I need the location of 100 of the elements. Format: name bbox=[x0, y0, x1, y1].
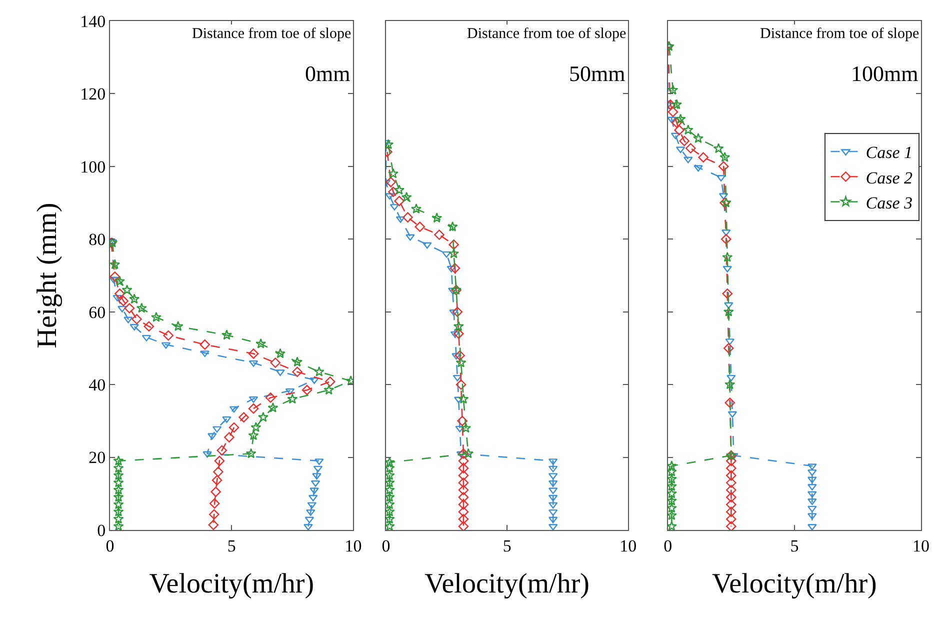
point bbox=[720, 234, 732, 244]
point bbox=[458, 456, 469, 466]
point bbox=[386, 193, 394, 200]
point bbox=[113, 484, 124, 495]
point bbox=[410, 203, 422, 214]
x-tick-label: 5 bbox=[502, 536, 512, 556]
point bbox=[208, 520, 219, 530]
x-tick-label: 5 bbox=[790, 536, 799, 556]
point bbox=[548, 516, 558, 524]
point bbox=[202, 451, 212, 458]
point bbox=[386, 462, 395, 473]
point bbox=[313, 466, 323, 472]
y-tick-label: 20 bbox=[88, 448, 106, 468]
point bbox=[250, 422, 262, 432]
point bbox=[726, 478, 736, 488]
point bbox=[458, 499, 469, 510]
point bbox=[163, 330, 174, 341]
point bbox=[686, 143, 696, 154]
y-tick-label: 0 bbox=[97, 520, 106, 540]
point bbox=[136, 302, 147, 313]
point bbox=[113, 455, 124, 466]
point bbox=[726, 463, 736, 474]
point bbox=[668, 502, 677, 513]
annotation: Distance from toe of slope bbox=[192, 26, 352, 42]
point bbox=[132, 314, 142, 324]
point bbox=[548, 509, 558, 516]
point bbox=[248, 348, 259, 359]
annotation: 0mm bbox=[305, 61, 350, 86]
point bbox=[726, 456, 736, 466]
point bbox=[452, 306, 463, 318]
point bbox=[726, 506, 736, 517]
point bbox=[724, 398, 736, 408]
point bbox=[668, 116, 676, 124]
point bbox=[458, 492, 469, 502]
point bbox=[118, 306, 127, 312]
y-tick-label: 80 bbox=[88, 230, 106, 250]
point bbox=[458, 394, 469, 404]
point bbox=[386, 484, 395, 495]
point bbox=[394, 196, 404, 206]
point bbox=[386, 514, 395, 524]
point bbox=[386, 492, 395, 502]
point bbox=[228, 422, 240, 433]
point bbox=[414, 222, 426, 232]
point bbox=[110, 271, 120, 282]
point bbox=[394, 184, 405, 195]
point bbox=[200, 350, 210, 358]
point bbox=[113, 514, 124, 524]
point bbox=[808, 491, 817, 498]
point bbox=[453, 320, 464, 331]
point bbox=[396, 216, 406, 223]
point bbox=[718, 161, 729, 172]
point bbox=[386, 470, 395, 480]
x-axis-title: Velocity(m/hr) bbox=[712, 568, 877, 600]
point bbox=[452, 353, 461, 360]
point bbox=[248, 430, 259, 440]
legend-label: Case 3 bbox=[866, 193, 912, 212]
point bbox=[668, 460, 677, 471]
point bbox=[248, 360, 258, 367]
point bbox=[110, 276, 118, 284]
point bbox=[670, 132, 680, 140]
point bbox=[713, 143, 724, 154]
point bbox=[726, 514, 736, 524]
point bbox=[214, 456, 225, 466]
point bbox=[113, 506, 124, 516]
point bbox=[458, 463, 469, 474]
point bbox=[386, 477, 395, 488]
point bbox=[314, 366, 324, 376]
point bbox=[302, 384, 312, 396]
point bbox=[454, 396, 464, 404]
point bbox=[726, 499, 736, 510]
point bbox=[458, 478, 469, 488]
x-tick-label: 0 bbox=[382, 536, 390, 556]
point bbox=[453, 328, 464, 339]
point bbox=[114, 288, 125, 299]
point bbox=[450, 263, 460, 274]
point bbox=[306, 509, 316, 516]
point bbox=[388, 186, 398, 198]
point bbox=[808, 506, 817, 512]
point bbox=[292, 366, 302, 377]
point bbox=[698, 152, 708, 162]
point bbox=[118, 296, 129, 306]
point bbox=[209, 498, 220, 509]
point bbox=[386, 499, 395, 510]
point bbox=[258, 412, 268, 422]
point bbox=[694, 165, 703, 172]
point bbox=[210, 486, 221, 497]
point bbox=[726, 470, 736, 481]
point bbox=[114, 276, 125, 286]
point bbox=[144, 321, 154, 332]
point bbox=[447, 221, 458, 232]
point bbox=[113, 492, 124, 502]
point bbox=[268, 402, 278, 412]
y-tick-label: 100 bbox=[80, 157, 106, 176]
point bbox=[124, 316, 133, 324]
point bbox=[122, 284, 132, 295]
point bbox=[692, 132, 704, 143]
point bbox=[402, 212, 413, 222]
point bbox=[432, 212, 442, 223]
point bbox=[548, 502, 558, 509]
point bbox=[401, 192, 412, 202]
